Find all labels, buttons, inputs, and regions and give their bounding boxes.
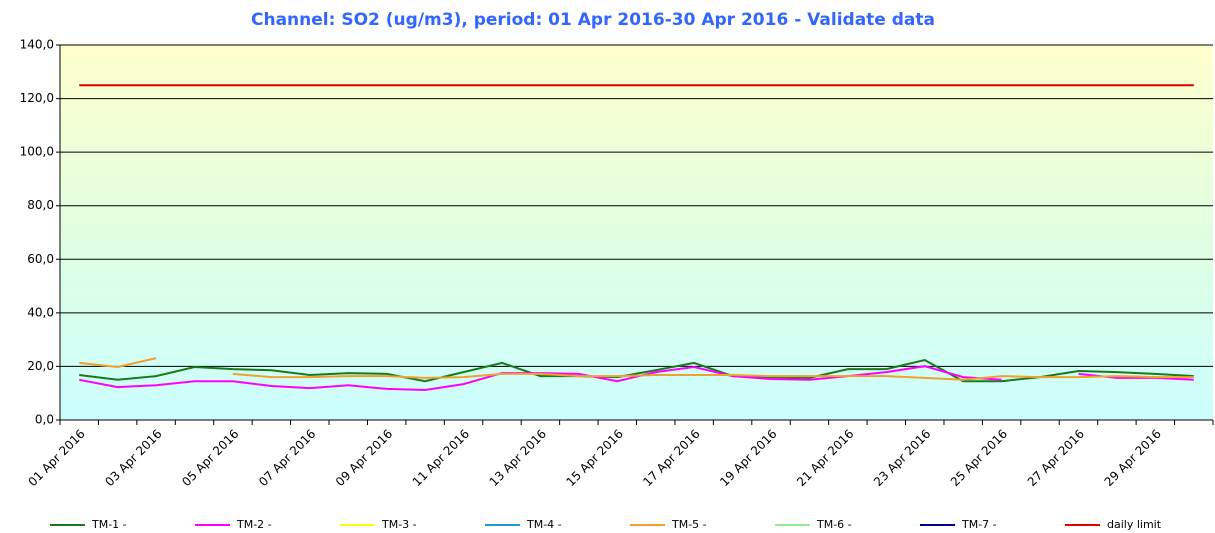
x-tick-label: 17 Apr 2016	[640, 427, 702, 489]
chart-title: Channel: SO2 (ug/m3), period: 01 Apr 201…	[251, 10, 935, 30]
series-line	[79, 358, 1194, 383]
x-tick-label: 11 Apr 2016	[410, 427, 472, 489]
legend-label: TM-2 -	[236, 518, 272, 531]
legend-label: TM-6 -	[816, 518, 852, 531]
y-tick-label: 60,0	[27, 252, 54, 266]
x-tick-label: 13 Apr 2016	[487, 427, 549, 489]
x-tick-label: 05 Apr 2016	[179, 427, 241, 489]
legend-label: TM-7 -	[961, 518, 997, 531]
x-tick-label: 25 Apr 2016	[948, 427, 1010, 489]
x-tick-label: 07 Apr 2016	[256, 427, 318, 489]
y-tick-label: 0,0	[35, 413, 54, 427]
legend-label: daily limit	[1107, 518, 1162, 531]
x-tick-label: 21 Apr 2016	[794, 427, 856, 489]
y-tick-label: 120,0	[20, 91, 54, 105]
x-tick-label: 03 Apr 2016	[102, 427, 164, 489]
y-tick-label: 20,0	[27, 359, 54, 373]
x-tick-label: 27 Apr 2016	[1025, 427, 1087, 489]
y-tick-label: 80,0	[27, 198, 54, 212]
legend-label: TM-3 -	[381, 518, 417, 531]
x-tick-label: 23 Apr 2016	[871, 427, 933, 489]
legend-label: TM-4 -	[526, 518, 562, 531]
plot-area	[60, 45, 1213, 420]
series-line	[79, 357, 1194, 381]
x-tick-label: 29 Apr 2016	[1102, 427, 1164, 489]
y-tick-label: 100,0	[20, 145, 54, 159]
x-tick-label: 19 Apr 2016	[717, 427, 779, 489]
legend-label: TM-5 -	[671, 518, 707, 531]
x-tick-label: 09 Apr 2016	[333, 427, 395, 489]
x-tick-label: 15 Apr 2016	[564, 427, 626, 489]
legend-label: TM-1 -	[91, 518, 127, 531]
y-tick-label: 40,0	[27, 305, 54, 319]
x-tick-label: 01 Apr 2016	[25, 427, 87, 489]
y-tick-label: 140,0	[20, 38, 54, 52]
